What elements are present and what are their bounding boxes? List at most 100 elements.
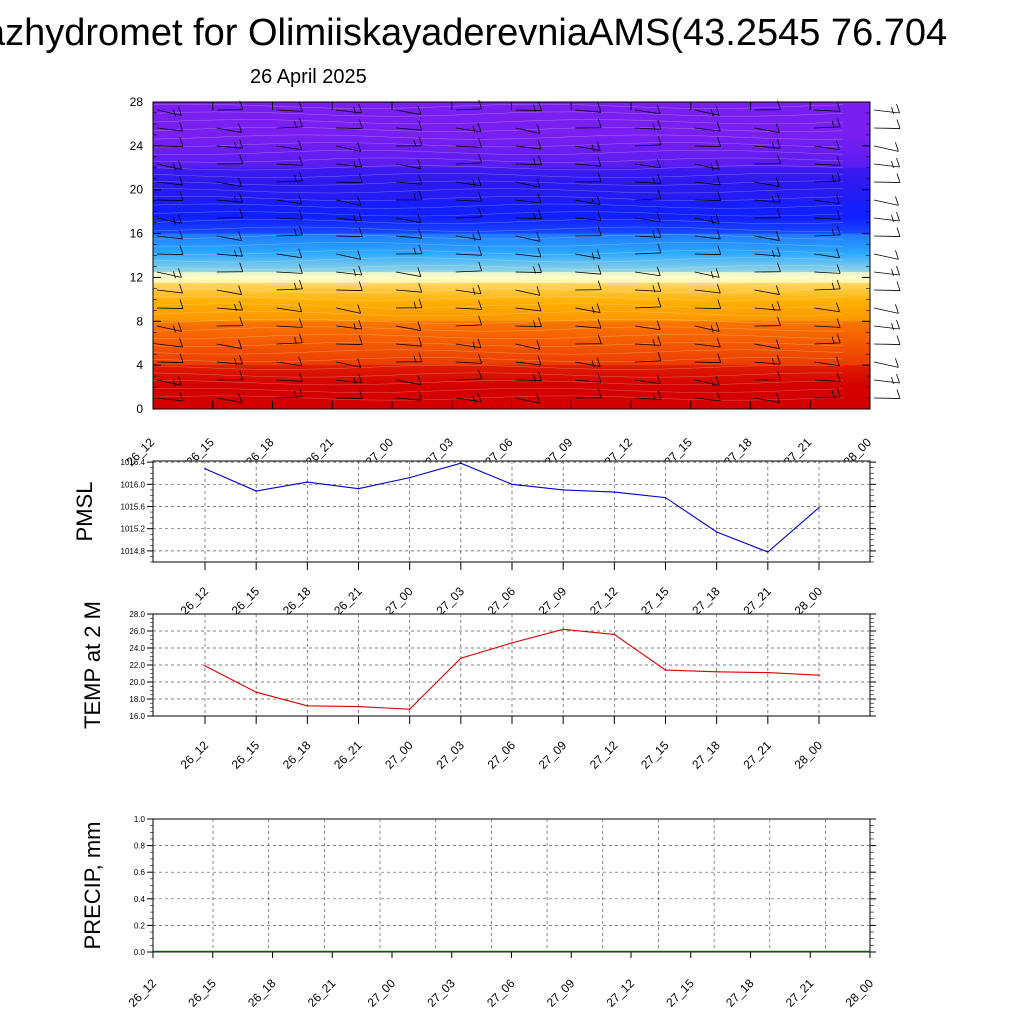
wind-barb (336, 181, 363, 183)
wind-barb (276, 199, 302, 205)
wind-barb-flag (358, 173, 363, 183)
wind-barb-flag (891, 106, 894, 115)
wind-barb-flag (418, 229, 423, 239)
wind-barb (873, 163, 900, 168)
wind-barb-flag (299, 117, 303, 128)
wind-barb-flag (298, 194, 303, 204)
wind-barb (455, 216, 482, 219)
wind-barb-flag (533, 374, 536, 382)
wind-barb (156, 235, 183, 240)
wind-barb (336, 145, 361, 152)
wind-barb-flag (238, 231, 242, 241)
wind-barb-flag (831, 336, 835, 345)
wind-barb-flag (775, 393, 780, 403)
wind-barb-flag (836, 194, 840, 204)
contour-line (152, 334, 844, 340)
wind-barb (575, 145, 601, 151)
wind-barb-flag (357, 196, 362, 206)
wind-barb-flag (472, 395, 476, 403)
wind-barb-flag (777, 316, 781, 326)
heatmap-band-7 (153, 102, 870, 168)
x-tick-label: 27_21 (740, 738, 774, 772)
contour-line (152, 349, 844, 355)
wind-barb-flag (478, 153, 483, 164)
wind-barb (754, 289, 780, 295)
wind-barb-flag (358, 389, 363, 399)
wind-barb-flag (239, 139, 243, 149)
heatmap-band-6 (153, 167, 870, 201)
x-tick-label: 27_06 (484, 976, 518, 1010)
wind-barb-flag (836, 279, 841, 290)
wind-barb-flag (896, 227, 901, 237)
x-tick-label: 27_03 (433, 738, 467, 772)
x-tick-label: 26_15 (185, 976, 219, 1010)
wind-barb (754, 145, 781, 149)
wind-barb (694, 235, 721, 240)
wind-barb-flag (178, 106, 182, 116)
wind-barb-flag (657, 174, 662, 184)
contour-line (152, 219, 844, 224)
wind-barb-flag (537, 247, 542, 258)
wind-barb-flag (417, 375, 422, 385)
wind-barb-flag (537, 139, 542, 150)
contour-line (152, 211, 844, 217)
wind-barb (634, 397, 661, 400)
wind-barb-flag (294, 174, 297, 183)
wind-barb-flag (238, 339, 242, 349)
wind-barb-flag (537, 193, 542, 204)
wind-barb-flag (771, 304, 775, 312)
wind-barb-flag (239, 355, 243, 365)
wind-barb-flag (179, 229, 183, 240)
contour-line (152, 196, 844, 201)
wind-barb-flag (418, 283, 423, 293)
wind-barb-flag (831, 174, 835, 183)
wind-barb-flag (418, 175, 423, 185)
wind-barb-flag (173, 271, 176, 279)
wind-barb-flag (596, 141, 601, 151)
wind-barb-flag (538, 155, 542, 165)
wind-barb-flag (652, 285, 656, 293)
wind-barb (634, 144, 661, 147)
y-tick-label: 20 (130, 183, 144, 197)
series-point (818, 506, 820, 509)
wind-barb-flag (536, 124, 541, 134)
wind-barb-flag (597, 226, 602, 236)
wind-barb (814, 145, 840, 151)
wind-barb (873, 109, 900, 114)
wind-barb (515, 199, 542, 204)
plot-frame (152, 818, 871, 953)
wind-barb (455, 289, 482, 295)
wind-barb (336, 199, 361, 206)
wind-barb-flag (179, 175, 183, 186)
wind-barb-flag (596, 303, 601, 313)
wind-barb-flag (179, 337, 183, 348)
wind-barb-flag (836, 372, 841, 382)
x-tick-label: 26_18 (280, 584, 314, 618)
wind-barb-flag (472, 233, 476, 241)
wind-barb (575, 271, 602, 275)
contour-line (152, 157, 844, 163)
wind-barb-flag (536, 178, 541, 188)
wind-barb-flag (413, 247, 417, 255)
wind-barb-flag (179, 391, 183, 402)
wind-barb-flag (536, 286, 541, 296)
pmsl-panel: 26_12 26_15 26_18 26_21 27_00 27_03 27_06 27_09… (72, 458, 876, 618)
wind-barb (455, 181, 482, 187)
wind-barb-flag (234, 142, 237, 150)
wind-barb-flag (895, 358, 899, 368)
series-point (204, 467, 206, 470)
wind-barb (455, 199, 482, 202)
wind-barb-flag (234, 250, 237, 258)
contour-line (152, 142, 844, 148)
series-point (818, 674, 820, 676)
wind-barb (694, 163, 720, 170)
y-tick-label: 28.0 (129, 610, 145, 619)
wind-barb-flag (652, 231, 656, 239)
wind-barb-flag (652, 177, 656, 185)
wind-barb-flag (239, 316, 244, 326)
y-tick-label: 12 (130, 270, 144, 284)
wind-barb (276, 342, 303, 345)
wind-barb (634, 198, 661, 201)
wind-barb (515, 361, 542, 366)
wind-barb-flag (836, 302, 840, 312)
